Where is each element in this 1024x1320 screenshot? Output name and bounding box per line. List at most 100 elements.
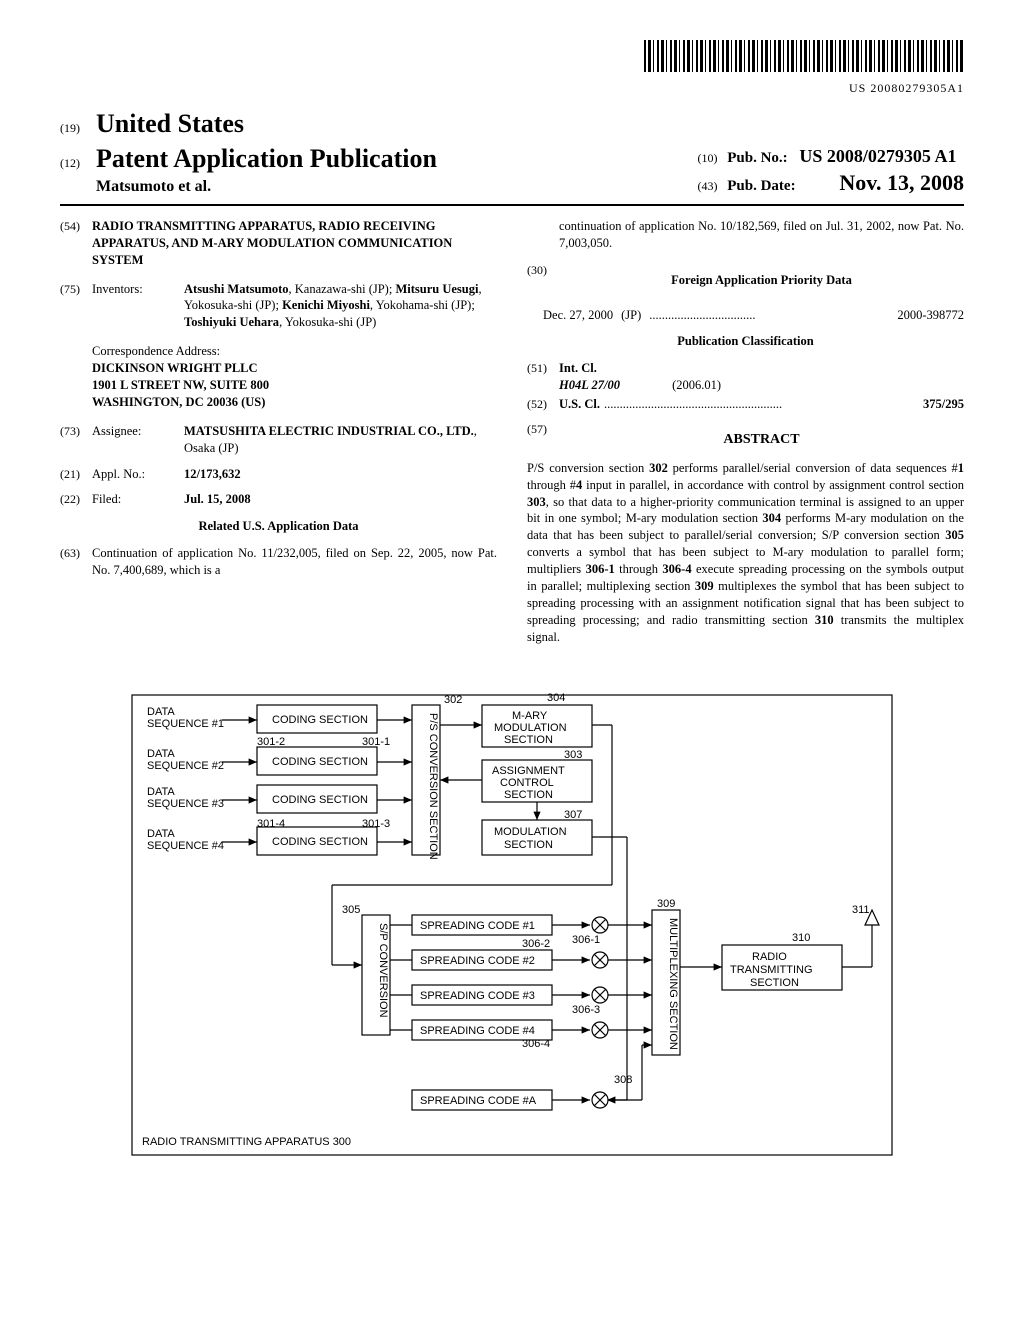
svg-text:TRANSMITTING: TRANSMITTING: [730, 964, 813, 976]
svg-text:CODING SECTION: CODING SECTION: [272, 794, 368, 806]
assignee-label: Assignee:: [92, 423, 184, 457]
svg-text:CODING SECTION: CODING SECTION: [272, 836, 368, 848]
svg-text:301-1: 301-1: [362, 736, 390, 748]
applno-label: Appl. No.:: [92, 466, 184, 483]
svg-text:303: 303: [564, 749, 582, 761]
left-column: (54) RADIO TRANSMITTING APPARATUS, RADIO…: [60, 218, 497, 646]
continuation-body-2: continuation of application No. 10/182,5…: [559, 218, 964, 252]
divider: [60, 204, 964, 206]
code-21: (21): [60, 466, 92, 483]
svg-text:MULTIPLEXING SECTION: MULTIPLEXING SECTION: [667, 918, 679, 1050]
svg-text:SEQUENCE #4: SEQUENCE #4: [147, 840, 224, 852]
inventors-label: Inventors:: [92, 281, 184, 332]
svg-text:SPREADING CODE #4: SPREADING CODE #4: [420, 1025, 535, 1037]
svg-text:ASSIGNMENT: ASSIGNMENT: [492, 765, 565, 777]
pub-date-label: Pub. Date:: [727, 178, 795, 194]
svg-text:310: 310: [792, 932, 810, 944]
code-75: (75): [60, 281, 92, 332]
applno-body: 12/173,632: [184, 466, 497, 483]
svg-text:311: 311: [852, 904, 870, 916]
pub-date: Nov. 13, 2008: [839, 170, 964, 195]
block-diagram: RADIO TRANSMITTING APPARATUS 300 DATA SE…: [60, 685, 964, 1165]
svg-text:SEQUENCE #1: SEQUENCE #1: [147, 718, 224, 730]
intcl-label: Int. Cl.: [559, 361, 597, 375]
abstract-heading: ABSTRACT: [559, 431, 964, 450]
intcl-year: (2006.01): [672, 378, 721, 392]
svg-text:306-1: 306-1: [572, 934, 600, 946]
header: (19) United States (12) Patent Applicati…: [60, 106, 964, 198]
inventors-body: Atsushi Matsumoto, Kanazawa-shi (JP); Mi…: [184, 281, 497, 332]
svg-text:305: 305: [342, 904, 360, 916]
code-12: (12): [60, 155, 90, 171]
svg-text:306-3: 306-3: [572, 1004, 600, 1016]
assignee-body: MATSUSHITA ELECTRIC INDUSTRIAL CO., LTD.…: [184, 423, 497, 457]
svg-text:P/S CONVERSION SECTION: P/S CONVERSION SECTION: [427, 713, 439, 860]
code-54: (54): [60, 218, 92, 269]
abstract-body: P/S conversion section 302 performs para…: [527, 460, 964, 646]
svg-text:SEQUENCE #2: SEQUENCE #2: [147, 760, 224, 772]
uscl-label: U.S. Cl.: [559, 396, 600, 413]
related-heading: Related U.S. Application Data: [60, 518, 497, 535]
svg-text:309: 309: [657, 898, 675, 910]
priority-dots: ..................................: [649, 307, 755, 324]
svg-text:DATA: DATA: [147, 748, 175, 760]
authors-line: Matsumoto et al.: [96, 176, 437, 198]
barcode-region: US 20080279305A1: [60, 40, 964, 96]
uscl-class: 375/295: [923, 396, 964, 413]
svg-text:MODULATION: MODULATION: [494, 826, 567, 838]
code-19: (19): [60, 120, 90, 136]
svg-text:SPREADING CODE #A: SPREADING CODE #A: [420, 1095, 537, 1107]
svg-text:302: 302: [444, 694, 462, 706]
svg-text:SECTION: SECTION: [504, 734, 553, 746]
svg-text:304: 304: [547, 692, 565, 704]
svg-text:308: 308: [614, 1074, 632, 1086]
right-column: continuation of application No. 10/182,5…: [527, 218, 964, 646]
country: United States: [96, 106, 244, 141]
svg-text:SEQUENCE #3: SEQUENCE #3: [147, 798, 224, 810]
svg-text:M-ARY: M-ARY: [512, 710, 548, 722]
bibliographic-columns: (54) RADIO TRANSMITTING APPARATUS, RADIO…: [60, 218, 964, 646]
svg-text:301-4: 301-4: [257, 818, 285, 830]
code-10: (10): [697, 151, 717, 165]
svg-text:307: 307: [564, 809, 582, 821]
priority-date: Dec. 27, 2000: [543, 307, 613, 324]
svg-text:306-4: 306-4: [522, 1038, 550, 1050]
code-57: (57): [527, 421, 559, 460]
priority-country: (JP): [621, 307, 641, 324]
code-63: (63): [60, 545, 92, 579]
svg-text:CODING SECTION: CODING SECTION: [272, 714, 368, 726]
priority-number: 2000-398772: [897, 307, 964, 324]
svg-text:SECTION: SECTION: [504, 789, 553, 801]
svg-text:CODING SECTION: CODING SECTION: [272, 756, 368, 768]
svg-text:SECTION: SECTION: [504, 839, 553, 851]
svg-text:S/P CONVERSION: S/P CONVERSION: [377, 923, 389, 1018]
svg-text:CONTROL: CONTROL: [500, 777, 554, 789]
pub-no-label: Pub. No.:: [727, 150, 787, 166]
correspondence-label: Correspondence Address:: [92, 343, 497, 360]
uscl-dots: ........................................…: [604, 396, 782, 413]
barcode-number: US 20080279305A1: [849, 81, 964, 95]
svg-text:SPREADING CODE #3: SPREADING CODE #3: [420, 990, 535, 1002]
filed-label: Filed:: [92, 491, 184, 508]
code-73: (73): [60, 423, 92, 457]
correspondence-body: DICKINSON WRIGHT PLLC 1901 L STREET NW, …: [92, 360, 497, 411]
svg-text:MODULATION: MODULATION: [494, 722, 567, 734]
foreign-priority-heading: Foreign Application Priority Data: [559, 272, 964, 289]
code-22: (22): [60, 491, 92, 508]
barcode-graphic: [644, 40, 964, 72]
apparatus-label: RADIO TRANSMITTING APPARATUS 300: [142, 1136, 351, 1148]
svg-text:SPREADING CODE #1: SPREADING CODE #1: [420, 920, 535, 932]
svg-text:SECTION: SECTION: [750, 977, 799, 989]
code-51: (51): [527, 360, 559, 394]
intcl-class: H04L 27/00: [559, 378, 620, 392]
filed-body: Jul. 15, 2008: [184, 491, 497, 508]
svg-text:301-2: 301-2: [257, 736, 285, 748]
pubclass-heading: Publication Classification: [527, 333, 964, 350]
svg-text:306-2: 306-2: [522, 938, 550, 950]
svg-text:DATA: DATA: [147, 828, 175, 840]
svg-text:RADIO: RADIO: [752, 951, 787, 963]
code-43: (43): [697, 179, 717, 193]
svg-text:SPREADING CODE #2: SPREADING CODE #2: [420, 955, 535, 967]
pub-no: US 2008/0279305 A1: [799, 146, 956, 166]
code-52: (52): [527, 396, 559, 413]
